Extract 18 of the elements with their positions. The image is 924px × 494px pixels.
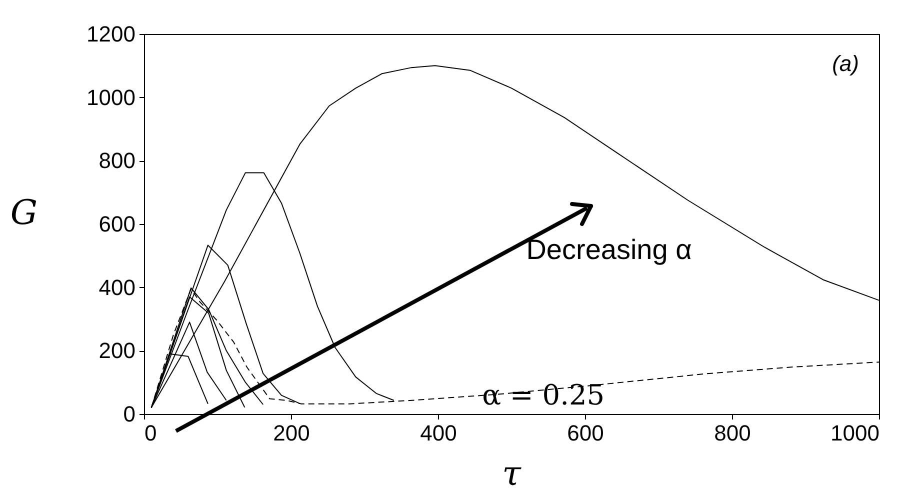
x-tick-label: 400 — [420, 420, 457, 446]
annotation: α = 0.25 — [482, 378, 605, 412]
y-tick-label: 1200 — [86, 22, 136, 46]
x-axis-title: τ — [502, 454, 522, 494]
x-tick-label: 0 — [144, 420, 157, 446]
x-tick-label: 200 — [273, 420, 310, 446]
y-tick-label: 400 — [98, 274, 136, 300]
annotation: (a) — [832, 51, 859, 76]
y-axis-title: G — [10, 193, 38, 233]
annotation: Decreasing α — [526, 234, 692, 265]
y-tick-label: 600 — [98, 212, 136, 236]
y-tick-label: 200 — [98, 338, 136, 364]
x-tick-label: 600 — [567, 420, 604, 446]
y-tick-label: 0 — [123, 402, 136, 426]
x-tick-label: 800 — [714, 420, 751, 446]
y-tick-label: 800 — [98, 148, 136, 174]
x-tick-label: 1000 — [830, 420, 880, 446]
y-tick-label: 1000 — [86, 84, 136, 110]
